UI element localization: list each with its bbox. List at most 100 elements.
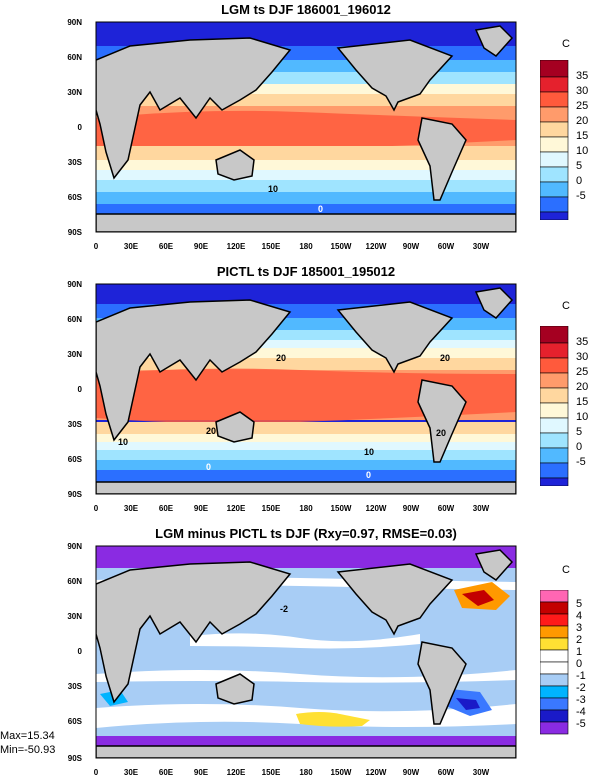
panel-difference: LGM minus PICTL ts DJF (Rxy=0.97, RMSE=0… bbox=[0, 524, 590, 784]
colorbar-label: 30 bbox=[576, 85, 589, 97]
lat-tick: 30N bbox=[67, 88, 82, 97]
colorbar-label: -2 bbox=[576, 682, 586, 694]
lon-tick: 60E bbox=[158, 242, 174, 251]
lon-tick: 0 bbox=[93, 504, 99, 513]
lat-tick: 30N bbox=[67, 612, 82, 621]
lat-tick: 90S bbox=[67, 228, 82, 237]
map-plot: -2 bbox=[95, 545, 517, 759]
lon-tick: 90W bbox=[402, 242, 420, 251]
lon-tick: 0 bbox=[93, 242, 99, 251]
lon-tick: 60E bbox=[158, 768, 174, 777]
contour-label: 20 bbox=[436, 428, 446, 438]
colorbar-label: -4 bbox=[576, 706, 586, 718]
lon-tick: 180 bbox=[299, 242, 313, 251]
lon-tick: 60W bbox=[437, 242, 455, 251]
colorbar-label: -5 bbox=[576, 456, 586, 468]
colorbar-label: 25 bbox=[576, 100, 589, 112]
contour-label: 0 bbox=[206, 462, 211, 472]
colorbar-label: 20 bbox=[576, 381, 589, 393]
colorbar-unit: C bbox=[562, 300, 570, 312]
lon-tick: 150E bbox=[261, 768, 281, 777]
lat-tick: 60S bbox=[67, 717, 82, 726]
lon-tick: 150W bbox=[330, 242, 352, 251]
colorbar-label: 25 bbox=[576, 366, 589, 378]
lat-tick: 0 bbox=[77, 123, 82, 132]
colorbar-label: 30 bbox=[576, 351, 589, 363]
chart-title: PICTL ts DJF 185001_195012 bbox=[216, 264, 396, 279]
lon-tick: 150E bbox=[261, 242, 281, 251]
lon-tick: 60W bbox=[437, 504, 455, 513]
lon-tick: 120W bbox=[365, 242, 387, 251]
lon-tick: 180 bbox=[299, 768, 313, 777]
contour-label: 20 bbox=[440, 353, 450, 363]
contour-label: 10 bbox=[118, 437, 128, 447]
chart-title: LGM minus PICTL ts DJF (Rxy=0.97, RMSE=0… bbox=[155, 526, 457, 541]
contour-label: 0 bbox=[366, 470, 371, 480]
min-stat: Min=-50.93 bbox=[0, 744, 56, 756]
lon-tick: 30W bbox=[472, 504, 490, 513]
lat-tick: 90N bbox=[67, 18, 82, 27]
contour-label: 10 bbox=[268, 184, 278, 194]
colorbar-label: 4 bbox=[576, 610, 583, 622]
colorbar bbox=[540, 590, 569, 735]
lon-tick: 30W bbox=[472, 242, 490, 251]
lon-tick: 150E bbox=[261, 504, 281, 513]
colorbar-label: 0 bbox=[576, 658, 583, 670]
lon-tick: 90E bbox=[193, 242, 209, 251]
lat-tick: 60S bbox=[67, 455, 82, 464]
lat-tick: 30S bbox=[67, 158, 82, 167]
lat-tick: 30S bbox=[67, 682, 82, 691]
colorbar-label: 15 bbox=[576, 130, 589, 142]
lat-tick: 0 bbox=[77, 647, 82, 656]
colorbar-label: 20 bbox=[576, 115, 589, 127]
lon-tick: 30E bbox=[123, 768, 139, 777]
colorbar-label: 2 bbox=[576, 634, 583, 646]
lon-tick: 120W bbox=[365, 768, 387, 777]
colorbar-label: 0 bbox=[576, 175, 583, 187]
lon-tick: 30E bbox=[123, 242, 139, 251]
lon-tick: 30E bbox=[123, 504, 139, 513]
lat-tick: 60N bbox=[67, 577, 82, 586]
panel-pictl: PICTL ts DJF 185001_195012 bbox=[0, 262, 590, 522]
colorbar-label: 10 bbox=[576, 411, 589, 423]
contour-label: 20 bbox=[276, 353, 286, 363]
lat-tick: 90N bbox=[67, 542, 82, 551]
lon-tick: 90E bbox=[193, 768, 209, 777]
lon-tick: 120W bbox=[365, 504, 387, 513]
colorbar-label: 5 bbox=[576, 426, 583, 438]
chart-title: LGM ts DJF 186001_196012 bbox=[221, 2, 391, 17]
colorbar-label: 35 bbox=[576, 336, 589, 348]
panel-lgm: LGM ts DJF 186001_196012 bbox=[0, 0, 590, 260]
lon-tick: 60W bbox=[437, 768, 455, 777]
colorbar-label: 5 bbox=[576, 598, 583, 610]
colorbar-label: 3 bbox=[576, 622, 583, 634]
map-plot: 10 0 bbox=[95, 21, 517, 233]
colorbar bbox=[540, 326, 569, 486]
map-plot: 20 20 20 20 10 10 0 0 bbox=[95, 283, 517, 495]
colorbar-label: -5 bbox=[576, 718, 586, 730]
colorbar-label: -1 bbox=[576, 670, 586, 682]
colorbar-label: 1 bbox=[576, 646, 583, 658]
colorbar-label: 35 bbox=[576, 70, 589, 82]
lat-tick: 60N bbox=[67, 53, 82, 62]
lon-tick: 30W bbox=[472, 768, 490, 777]
lon-tick: 120E bbox=[226, 768, 246, 777]
colorbar-unit: C bbox=[562, 564, 570, 576]
lon-tick: 180 bbox=[299, 504, 313, 513]
lat-tick: 90S bbox=[67, 490, 82, 499]
colorbar-label: 15 bbox=[576, 396, 589, 408]
colorbar-label: 10 bbox=[576, 145, 589, 157]
colorbar-label: -3 bbox=[576, 694, 586, 706]
contour-label: 0 bbox=[318, 204, 323, 214]
colorbar-label: 5 bbox=[576, 160, 583, 172]
lon-tick: 120E bbox=[226, 242, 246, 251]
lat-tick: 30N bbox=[67, 350, 82, 359]
colorbar-label: -5 bbox=[576, 190, 586, 202]
lon-tick: 0 bbox=[93, 768, 99, 777]
lon-tick: 90W bbox=[402, 504, 420, 513]
lon-tick: 60E bbox=[158, 504, 174, 513]
colorbar-unit: C bbox=[562, 38, 570, 50]
lon-tick: 150W bbox=[330, 768, 352, 777]
contour-label: -2 bbox=[280, 604, 288, 614]
lat-tick: 60S bbox=[67, 193, 82, 202]
